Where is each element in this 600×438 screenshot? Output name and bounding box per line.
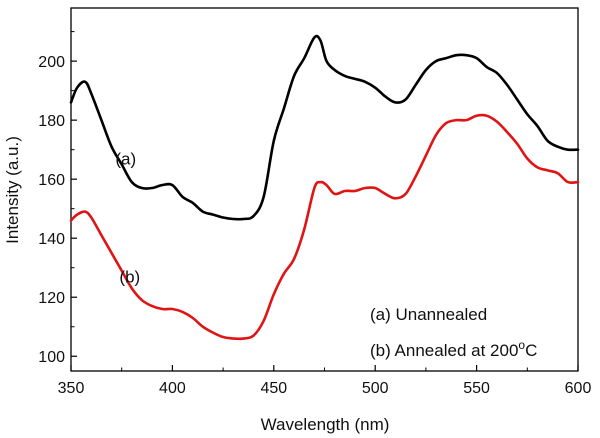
y-tick-label-120: 120 [38, 290, 65, 307]
y-tick-label-140: 140 [38, 231, 65, 248]
y-tick-label-200: 200 [38, 54, 65, 71]
legend-entry-b: (b) Annealed at 200oC [370, 338, 537, 360]
y-axis-ticks: 100 120 140 160 180 200 [38, 31, 77, 366]
x-tick-label-450: 450 [260, 380, 287, 397]
x-tick-label-350: 350 [58, 380, 85, 397]
legend: (a) Unannealed (b) Annealed at 200oC [370, 305, 537, 360]
legend-entry-a: (a) Unannealed [370, 305, 487, 324]
x-tick-label-500: 500 [362, 380, 389, 397]
x-axis-label: Wavelength (nm) [261, 415, 390, 434]
x-tick-label-550: 550 [463, 380, 490, 397]
y-tick-label-180: 180 [38, 113, 65, 130]
x-tick-label-400: 400 [159, 380, 186, 397]
annotation-b: (b) [119, 268, 140, 287]
y-axis-label: Intensity (a.u.) [3, 136, 22, 244]
series-layer [69, 34, 580, 341]
legend-entry-b-sup: o [518, 338, 525, 352]
y-tick-label-100: 100 [38, 349, 65, 366]
series-line-a [69, 34, 580, 221]
y-tick-label-160: 160 [38, 172, 65, 189]
annotation-a: (a) [115, 150, 136, 169]
x-axis-ticks: 350 400 450 500 550 600 [58, 365, 592, 397]
legend-entry-b-suffix: C [525, 341, 537, 360]
series-line-b [69, 113, 580, 341]
legend-entry-b-prefix: (b) Annealed at 200 [370, 341, 518, 360]
x-tick-label-600: 600 [565, 380, 592, 397]
